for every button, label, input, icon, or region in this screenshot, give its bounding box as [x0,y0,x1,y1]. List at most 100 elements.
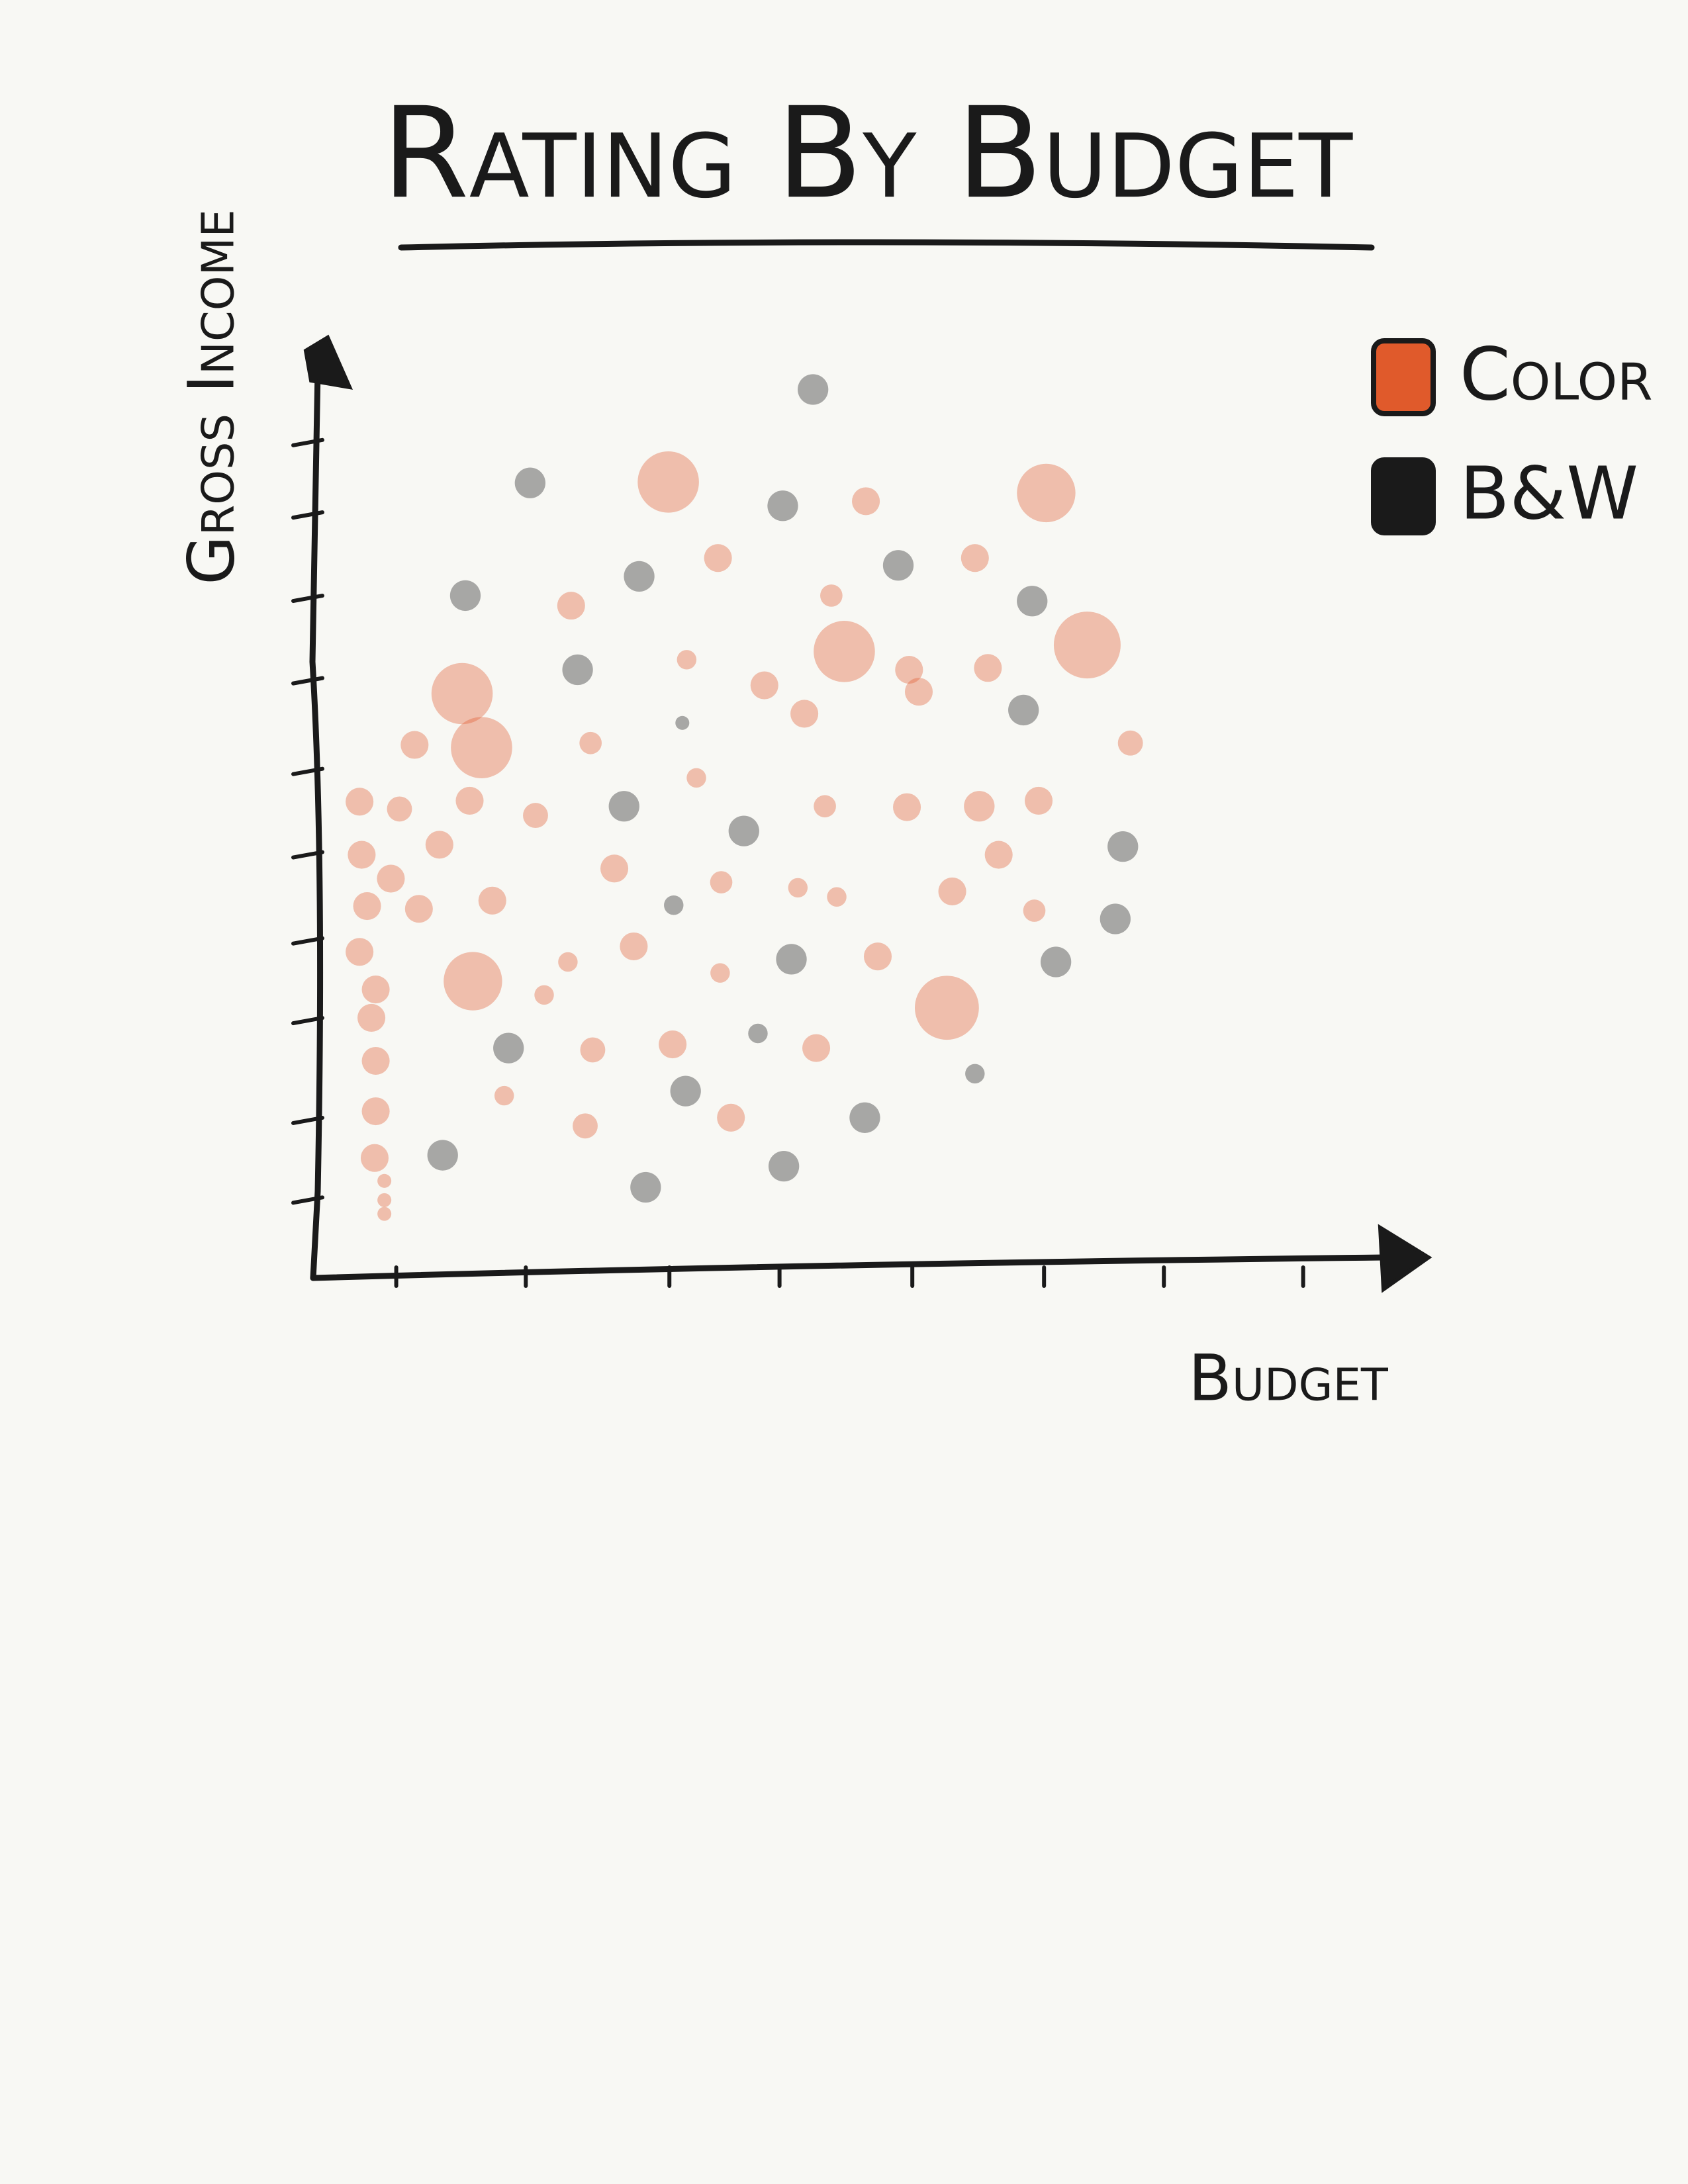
bubble [580,1037,606,1063]
bubble [1017,586,1048,617]
bubble [904,678,933,706]
bubble [768,1151,800,1182]
bubble [630,1171,661,1203]
bubble [494,1085,514,1106]
y-tick-mark [291,1195,324,1205]
bubble [600,854,629,883]
bubble [748,1023,768,1044]
bubble [377,1193,392,1207]
bubble [357,1003,386,1032]
bubble [974,654,1002,682]
legend-swatch [1371,338,1436,416]
bubble [814,795,836,818]
bubble [346,788,374,816]
y-tick-mark [291,437,324,447]
plot-area [291,374,1305,1288]
bubble [562,654,593,686]
y-tick-mark [291,676,324,686]
bubble [1040,946,1072,978]
bubble [1117,730,1143,756]
bubble [664,895,684,915]
bubble [608,791,639,822]
bubble [579,731,602,754]
bubble [776,944,807,975]
bubble [1023,899,1046,922]
bubble [478,886,506,915]
bubble [514,467,545,498]
bubble [677,650,697,670]
legend-swatch [1371,457,1436,535]
bubble [573,1113,598,1139]
bubble [710,963,730,983]
bubble [620,932,648,961]
bubble [710,871,733,893]
bubble [895,655,923,684]
bubble [449,580,481,612]
y-axis [309,367,324,1281]
bubble [827,887,847,907]
y-tick-mark [291,1115,324,1125]
bubble [431,662,493,725]
bubble [882,550,914,581]
bubble [790,700,819,728]
title-underline [398,239,1375,251]
bubble [704,544,732,572]
bubble [788,878,808,898]
y-tick-mark [291,510,324,520]
bubble [814,621,875,682]
bubble [404,895,433,923]
bubble [451,717,512,778]
y-axis-label: Gross Income [174,209,248,584]
bubble [750,671,778,700]
bubble [346,938,374,966]
bubble [377,1173,392,1188]
bubble [686,768,706,788]
bubble [425,831,453,859]
legend: Color B&W [1371,332,1653,535]
bubble [728,815,759,846]
bubble [659,1030,687,1059]
legend-label: B&W [1460,451,1638,535]
bubble [353,892,381,921]
bubble [377,1206,392,1221]
bubble [1024,786,1053,815]
y-tick-mark [291,850,324,860]
bubble [767,490,798,522]
bubble [938,877,966,905]
legend-label: Color [1460,332,1653,416]
x-axis-arrow [1378,1224,1432,1293]
x-axis-label: Budget [1188,1341,1389,1415]
bubble [455,786,484,815]
bubble [820,584,843,607]
y-tick-mark [291,594,324,604]
bubble [964,791,995,822]
bubble [1017,463,1076,523]
bubble [893,793,921,821]
bubble [361,1046,390,1075]
bubble [427,1140,458,1171]
bubble [1008,694,1039,726]
bubble [360,1144,389,1172]
bubble [377,864,405,893]
x-axis [310,1254,1387,1281]
y-tick-mark [291,936,324,946]
bubble [361,976,390,1004]
bubble [849,1102,880,1133]
bubble [348,841,376,869]
bubble [670,1075,701,1107]
bubble [961,544,989,572]
bubble [915,976,979,1040]
bubble [1053,612,1121,679]
y-tick-mark [291,1016,324,1026]
bubble [557,592,585,620]
y-axis-arrow [303,334,353,390]
bubble [558,952,578,972]
bubble [1100,903,1131,934]
bubble [863,942,892,971]
bubble [444,952,502,1011]
bubble [624,561,655,592]
bubble [387,796,412,822]
bubble [852,487,880,516]
bubble [637,451,699,513]
